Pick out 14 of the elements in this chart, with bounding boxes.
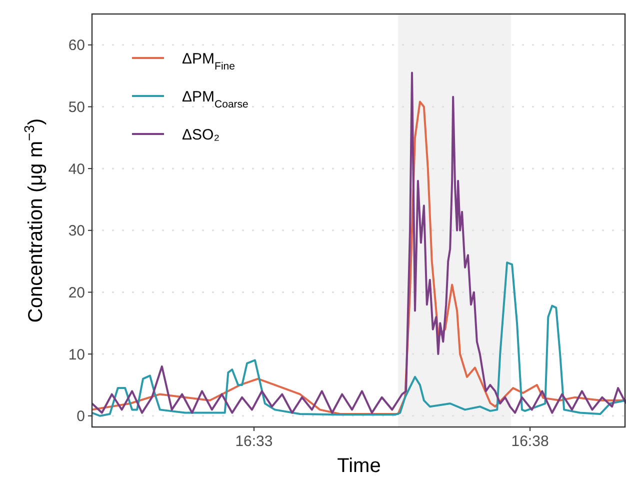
- x-axis-title: Time: [337, 455, 381, 477]
- legend-label: ΔPM$_{Coarse}$: [182, 88, 249, 110]
- legend-label: ΔSO₂: [182, 126, 220, 144]
- y-tick-label: 0: [76, 408, 85, 426]
- legend-label: ΔPM$_{Fine}$: [182, 50, 236, 72]
- x-tick-label: 16:33: [235, 433, 273, 450]
- y-tick-label: 40: [68, 160, 85, 178]
- line-series: [92, 262, 626, 417]
- y-tick-label: 10: [68, 346, 85, 364]
- y-tick-label: 30: [68, 222, 85, 240]
- x-tick-label: 16:38: [511, 433, 549, 450]
- y-tick-label: 20: [68, 284, 85, 302]
- y-tick-label: 50: [68, 98, 85, 116]
- y-tick-label: 60: [68, 37, 85, 54]
